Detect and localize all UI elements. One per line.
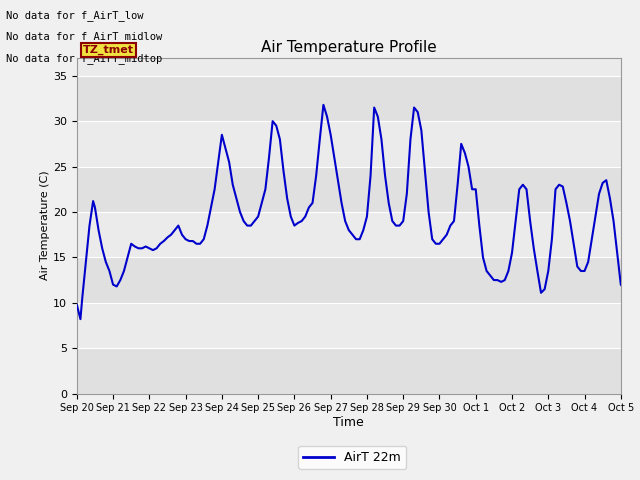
Bar <box>77 257 621 303</box>
Text: No data for f_AirT_midtop: No data for f_AirT_midtop <box>6 53 163 64</box>
Text: No data for f_AirT_low: No data for f_AirT_low <box>6 10 144 21</box>
Legend: AirT 22m: AirT 22m <box>298 446 406 469</box>
Bar <box>77 121 621 167</box>
Bar <box>77 348 621 394</box>
Bar <box>77 212 621 257</box>
Title: Air Temperature Profile: Air Temperature Profile <box>261 40 436 55</box>
Y-axis label: Air Temperature (C): Air Temperature (C) <box>40 171 50 280</box>
Bar <box>77 167 621 212</box>
Bar <box>77 76 621 121</box>
Bar <box>77 303 621 348</box>
Text: TZ_tmet: TZ_tmet <box>83 45 134 55</box>
Text: No data for f_AirT_midlow: No data for f_AirT_midlow <box>6 31 163 42</box>
X-axis label: Time: Time <box>333 416 364 429</box>
